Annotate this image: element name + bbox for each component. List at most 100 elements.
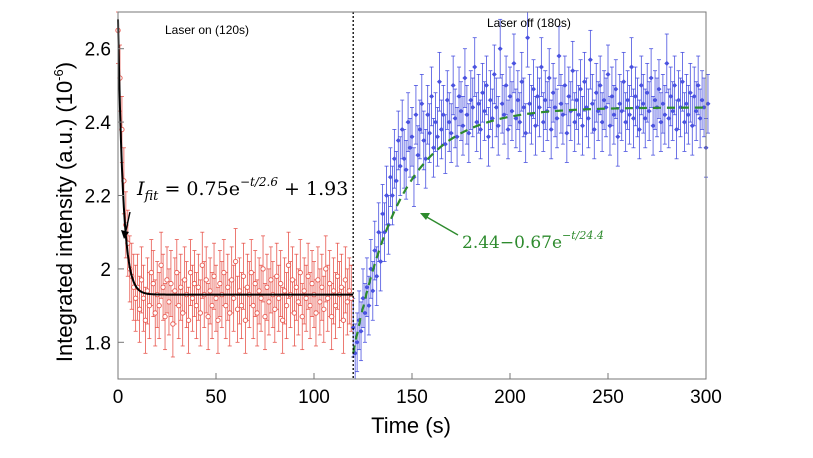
data-point-laser-on [217,280,223,287]
data-point-laser-off [558,101,564,107]
data-point-laser-on [301,288,307,294]
data-point-laser-on [305,273,311,279]
data-point-laser-off [366,303,372,309]
data-point-laser-off [652,97,658,103]
data-point-laser-on [164,277,170,283]
data-point-laser-off [482,108,488,114]
data-point-laser-on [279,317,286,323]
data-point-laser-on [158,262,164,268]
data-point-laser-on [223,302,229,309]
data-point-laser-on [248,269,254,276]
data-point-laser-on [332,302,339,309]
fit-off-arrow [424,215,459,236]
data-point-laser-off [648,75,654,81]
data-point-laser-on [238,302,245,309]
data-point-laser-off [360,295,366,301]
data-point-laser-on [211,273,217,279]
data-point-laser-on [221,269,227,276]
data-point-laser-on [317,299,323,305]
data-point-laser-off [483,82,489,88]
data-point-laser-on [170,321,176,327]
data-point-laser-off [515,97,521,103]
data-point-laser-off [562,82,568,88]
data-point-laser-off [415,152,421,158]
data-point-laser-on [289,277,296,283]
data-point-laser-on [172,288,178,294]
data-point-laser-off [691,93,697,99]
data-point-laser-on [225,284,231,290]
data-point-laser-on [180,310,186,316]
data-point-laser-on [309,280,315,287]
data-point-laser-on [197,310,203,316]
data-point-laser-on [274,273,280,279]
data-point-laser-on [293,284,300,290]
data-point-laser-on [240,273,247,279]
data-point-laser-off [501,112,507,118]
data-point-laser-off [670,108,676,114]
data-point-laser-on [229,277,235,283]
data-point-laser-off [497,46,503,52]
data-point-laser-off [436,79,442,85]
data-point-laser-off [493,104,499,110]
data-point-laser-on [297,269,303,276]
data-point-laser-off [405,119,411,125]
data-point-laser-off [350,325,356,331]
data-point-laser-off [576,112,582,118]
data-point-laser-on [344,299,350,305]
data-point-laser-off [531,86,537,92]
data-point-laser-off [697,115,703,121]
data-point-laser-off [593,90,599,96]
data-point-laser-on [338,284,345,290]
fit-equation-laser-off: 2.44−0.67e−t/24.4 [462,229,604,253]
y-tick-label: 2.4 [85,113,112,134]
data-point-laser-off [615,134,621,140]
data-point-laser-on [313,310,319,316]
data-point-laser-on [323,266,329,272]
data-point-laser-on [227,310,233,316]
data-point-laser-off [407,145,413,151]
x-tick-label: 250 [592,387,624,408]
data-point-laser-on [236,288,243,294]
data-point-laser-off [625,97,631,103]
data-point-laser-off [542,97,548,103]
data-point-laser-off [589,101,595,107]
data-point-laser-off [527,101,533,107]
data-point-laser-off [646,108,652,114]
data-point-laser-off [674,126,680,132]
data-point-laser-off [474,119,480,125]
data-point-laser-off [683,101,689,107]
data-point-laser-off [399,126,405,132]
y-axis-title: Integrated intensity (a.u.) (10-6) [51,62,77,362]
data-point-laser-off [513,115,519,121]
data-point-laser-off [629,64,635,70]
data-point-laser-on [283,302,290,309]
data-point-laser-on [266,299,272,305]
data-point-laser-off [621,79,627,85]
data-point-laser-off [409,134,415,140]
data-point-laser-off [672,82,678,88]
data-point-laser-off [485,134,491,140]
data-point-laser-on [299,313,305,320]
data-point-laser-off [446,119,452,125]
data-point-laser-on [262,313,268,320]
data-point-laser-off [503,82,509,88]
data-point-laser-off [523,130,529,136]
data-point-laser-on [340,317,347,323]
data-point-laser-off [548,126,554,132]
data-point-laser-off [499,101,505,107]
x-tick-label: 300 [690,387,722,408]
data-point-laser-on [195,284,202,290]
data-point-laser-off [658,119,664,125]
data-point-laser-off [431,145,437,151]
markers [115,27,711,356]
data-point-laser-on [334,273,341,279]
data-point-laser-off [358,328,364,334]
data-point-laser-off [656,86,662,92]
data-point-laser-off [591,126,597,132]
data-point-laser-off [413,112,419,118]
data-point-laser-off [468,97,474,103]
data-point-laser-off [434,134,440,140]
y-tick-label: 2.2 [85,187,111,208]
data-point-laser-off [536,104,542,110]
